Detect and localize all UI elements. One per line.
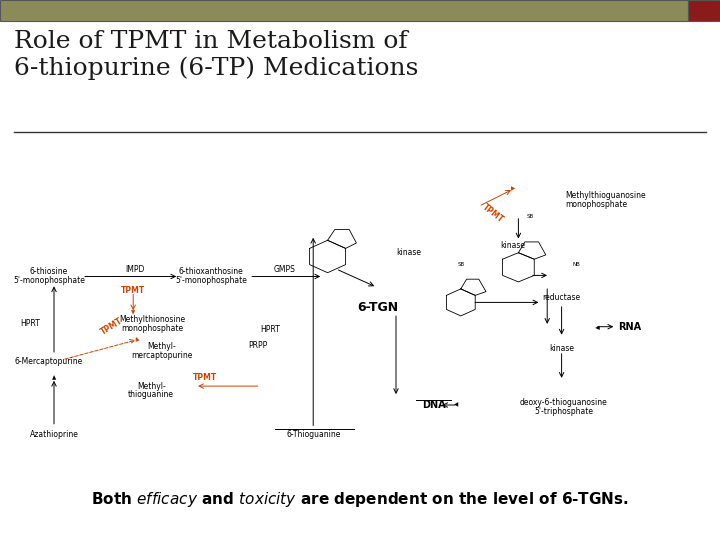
Text: Methylthionosine: Methylthionosine: [120, 315, 186, 324]
Text: IMPD: IMPD: [126, 266, 145, 274]
Text: GMPS: GMPS: [274, 266, 295, 274]
Text: Methyl-: Methyl-: [148, 342, 176, 351]
Text: ◀: ◀: [454, 402, 459, 408]
Text: 6-Mercaptopurine: 6-Mercaptopurine: [15, 357, 83, 366]
Text: Azathioprine: Azathioprine: [30, 430, 78, 439]
Text: Methylthioguanosine: Methylthioguanosine: [565, 191, 646, 200]
Text: 5'-monophosphate: 5'-monophosphate: [13, 276, 85, 285]
Text: ▲: ▲: [597, 325, 601, 329]
Text: 6-thiopurine (6-TP) Medications: 6-thiopurine (6-TP) Medications: [14, 57, 419, 80]
Text: PRPP: PRPP: [248, 341, 267, 350]
Text: thioguanine: thioguanine: [128, 390, 174, 399]
Text: monophosphate: monophosphate: [565, 200, 627, 208]
Text: 6-Thioguanine: 6-Thioguanine: [286, 430, 341, 439]
FancyBboxPatch shape: [0, 0, 688, 21]
Text: ▲: ▲: [52, 375, 56, 381]
Text: HPRT: HPRT: [260, 325, 280, 334]
Text: kinase: kinase: [397, 248, 421, 257]
Text: TPMT: TPMT: [99, 316, 125, 337]
Text: 6-thioxanthosine: 6-thioxanthosine: [179, 267, 243, 275]
Text: Role of TPMT in Metabolism of: Role of TPMT in Metabolism of: [14, 30, 408, 53]
Text: ▶: ▶: [510, 186, 515, 192]
Text: 6-TGN: 6-TGN: [357, 301, 399, 314]
Text: kinase: kinase: [549, 344, 574, 353]
Text: NB: NB: [572, 262, 580, 267]
Text: HPRT: HPRT: [20, 320, 40, 328]
Text: reductase: reductase: [543, 293, 580, 301]
FancyBboxPatch shape: [688, 0, 720, 21]
Text: RNA: RNA: [618, 322, 642, 332]
Text: 6-thiosine: 6-thiosine: [30, 267, 68, 275]
Text: Methyl-: Methyl-: [137, 382, 166, 390]
Text: SB: SB: [457, 262, 464, 267]
Text: ▼: ▼: [131, 310, 135, 315]
Text: TPMT: TPMT: [121, 286, 145, 295]
Text: 5'-monophosphate: 5'-monophosphate: [175, 276, 247, 285]
Text: ▲: ▲: [134, 336, 140, 342]
Text: mercaptopurine: mercaptopurine: [131, 351, 193, 360]
Text: kinase: kinase: [500, 241, 525, 250]
Text: 5'-triphosphate: 5'-triphosphate: [534, 407, 593, 416]
Text: Both $\mathbf{\it{efficacy}}$ and $\mathbf{\it{toxicity}}$ are dependent on the : Both $\mathbf{\it{efficacy}}$ and $\math…: [91, 490, 629, 509]
Text: DNA: DNA: [422, 400, 445, 410]
Text: TPMT: TPMT: [481, 202, 505, 224]
Text: SB: SB: [527, 213, 534, 219]
Text: TPMT: TPMT: [193, 374, 217, 382]
Text: deoxy-6-thioguanosine: deoxy-6-thioguanosine: [520, 398, 608, 407]
Text: monophosphate: monophosphate: [122, 324, 184, 333]
